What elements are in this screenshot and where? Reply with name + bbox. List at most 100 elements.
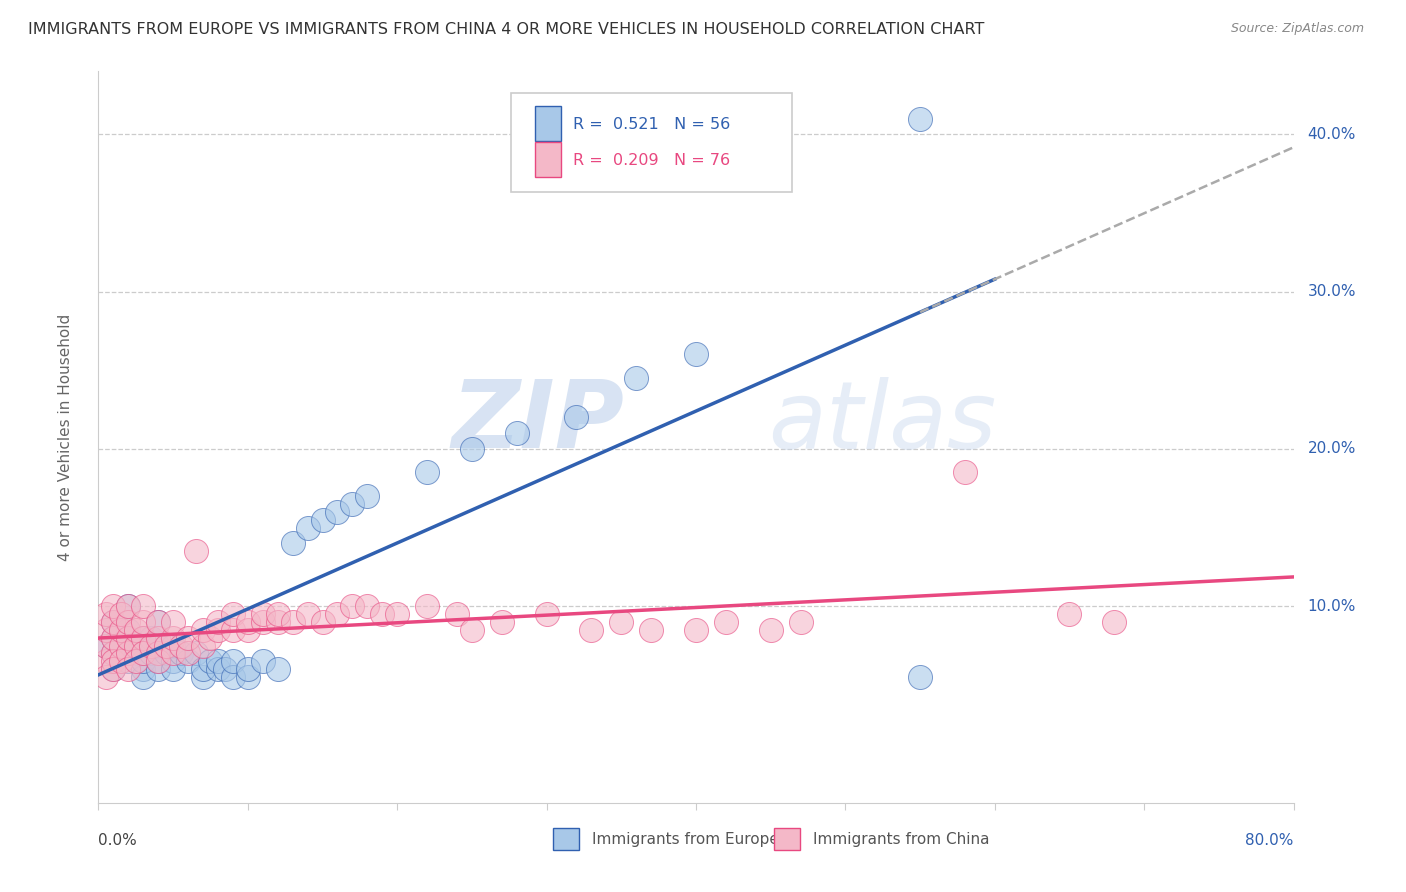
Text: atlas: atlas (768, 377, 995, 468)
Point (148, 615, 170, 629)
Point (267, 607, 290, 621)
Point (416, 599, 439, 614)
Point (1059, 607, 1081, 621)
Point (385, 607, 409, 621)
Point (626, 371, 648, 385)
Point (110, 607, 132, 621)
Point (132, 654, 155, 668)
Point (94, 654, 117, 668)
Point (267, 615, 290, 629)
Point (132, 599, 155, 614)
Text: 20.0%: 20.0% (1308, 442, 1355, 457)
Point (461, 623, 484, 637)
Point (132, 639, 155, 653)
FancyBboxPatch shape (534, 106, 561, 141)
Point (236, 662, 259, 676)
Text: 30.0%: 30.0% (1308, 284, 1355, 299)
Text: R =  0.209   N = 76: R = 0.209 N = 76 (572, 153, 730, 168)
Point (191, 670, 214, 684)
Point (132, 670, 155, 684)
Point (281, 615, 304, 629)
Text: Immigrants from China: Immigrants from China (813, 832, 990, 847)
Point (162, 631, 184, 645)
Point (177, 646, 200, 660)
Point (191, 639, 214, 653)
Point (207, 615, 229, 629)
Point (714, 615, 737, 629)
Point (132, 662, 155, 676)
Point (117, 631, 139, 645)
Point (169, 639, 191, 653)
Y-axis label: 4 or more Vehicles in Household: 4 or more Vehicles in Household (58, 313, 73, 561)
Point (94, 623, 117, 637)
Text: Immigrants from Europe: Immigrants from Europe (592, 832, 779, 847)
Point (200, 654, 222, 668)
Point (207, 654, 229, 668)
Point (342, 497, 364, 511)
Point (191, 623, 214, 637)
Point (132, 646, 155, 660)
Text: 40.0%: 40.0% (1308, 127, 1355, 142)
Point (148, 639, 170, 653)
Point (685, 347, 707, 361)
Point (789, 615, 811, 629)
FancyBboxPatch shape (534, 143, 561, 178)
Point (103, 646, 125, 660)
Point (252, 607, 274, 621)
Text: 10.0%: 10.0% (1308, 599, 1355, 614)
Point (139, 631, 162, 645)
Point (117, 654, 139, 668)
Point (155, 646, 177, 660)
Point (148, 646, 170, 660)
Point (103, 654, 125, 668)
Point (207, 623, 229, 637)
Point (110, 639, 132, 653)
Point (191, 662, 214, 676)
Point (214, 662, 236, 676)
Point (117, 631, 139, 645)
Point (103, 615, 125, 629)
Point (207, 662, 229, 676)
Point (94, 639, 117, 653)
Point (125, 639, 148, 653)
FancyBboxPatch shape (510, 94, 792, 192)
Text: 0.0%: 0.0% (98, 833, 138, 848)
Point (162, 646, 184, 660)
Point (685, 623, 707, 637)
Point (267, 662, 290, 676)
Point (222, 607, 245, 621)
Point (94, 607, 117, 621)
Point (326, 505, 349, 519)
Point (125, 646, 148, 660)
Point (162, 654, 184, 668)
Point (132, 631, 155, 645)
Point (184, 646, 207, 660)
Point (640, 623, 662, 637)
Point (356, 489, 378, 503)
Point (148, 654, 170, 668)
Point (236, 615, 259, 629)
Point (125, 639, 148, 653)
Point (162, 639, 184, 653)
Point (110, 623, 132, 637)
Point (169, 646, 191, 660)
Point (356, 599, 378, 614)
Point (326, 607, 349, 621)
Point (236, 670, 259, 684)
Point (222, 623, 245, 637)
Point (117, 599, 139, 614)
Text: ZIP: ZIP (451, 376, 624, 468)
Point (117, 662, 139, 676)
Point (162, 662, 184, 676)
Point (94, 639, 117, 653)
Point (461, 442, 484, 456)
Point (103, 662, 125, 676)
FancyBboxPatch shape (773, 829, 800, 850)
Point (155, 639, 177, 653)
Point (103, 646, 125, 660)
Point (536, 607, 558, 621)
Point (117, 646, 139, 660)
Point (132, 631, 155, 645)
Point (222, 654, 245, 668)
Point (139, 646, 162, 660)
